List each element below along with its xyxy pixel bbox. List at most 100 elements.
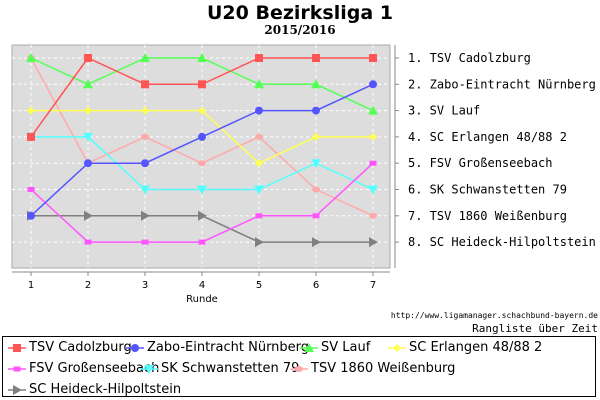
- data-point: [84, 54, 92, 62]
- x-tick-label: 6: [313, 280, 319, 291]
- legend-marker-icon: [388, 343, 406, 352]
- ranking-label: 7. TSV 1860 Weißenburg: [408, 209, 567, 223]
- data-point: [198, 106, 206, 115]
- data-point: [84, 106, 92, 115]
- ranking-label: 1. TSV Cadolzburg: [408, 51, 531, 65]
- data-point: [312, 132, 320, 141]
- data-point: [27, 211, 35, 220]
- chart-caption: Rangliste über Zeit: [472, 322, 598, 335]
- legend-item: SC Heideck-Hilpoltstein: [8, 382, 181, 397]
- legend-marker: [295, 365, 303, 372]
- ranking-label: 2. Zabo-Eintracht Nürnberg: [408, 77, 596, 91]
- data-point: [312, 186, 320, 193]
- data-point: [198, 80, 206, 89]
- data-point: [84, 210, 93, 221]
- data-point: [369, 160, 377, 166]
- legend-label: FSV Großenseebach: [29, 361, 160, 376]
- chart: 1 2 3 4 5 6 7 Runde 1. TSV Cadolzburg 2. Zabo-Ein…: [11, 44, 596, 305]
- chart-subtitle: 2015/2016: [264, 23, 336, 37]
- legend-label: SV Lauf: [321, 340, 371, 355]
- x-tick-label: 1: [28, 280, 34, 291]
- legend-item: Zabo-Eintracht Nürnberg: [126, 340, 309, 355]
- data-point: [197, 53, 207, 62]
- legend-item: SK Schwanstetten 79: [140, 361, 299, 376]
- legend-marker: [13, 384, 22, 395]
- x-tick-label: 5: [256, 280, 262, 291]
- data-point: [141, 210, 150, 221]
- data-point: [254, 79, 264, 89]
- x-tick-label: 4: [199, 280, 205, 291]
- x-tick-label: 3: [142, 280, 148, 291]
- data-point: [255, 106, 263, 115]
- legend-marker-icon: [126, 343, 144, 352]
- legend-item: FSV Großenseebach: [8, 361, 159, 376]
- data-point: [26, 53, 36, 62]
- series-sv-lauf: [26, 53, 378, 115]
- data-point: [255, 159, 263, 168]
- data-point: [255, 133, 263, 140]
- data-point: [27, 132, 35, 141]
- data-point: [198, 160, 206, 167]
- data-point: [140, 53, 150, 62]
- legend-marker-icon: [300, 342, 318, 352]
- legend-label: Zabo-Eintracht Nürnberg: [147, 340, 310, 355]
- legend-item: SC Erlangen 48/88 2: [388, 340, 542, 355]
- legend-marker-icon: [8, 384, 26, 395]
- legend-marker: [393, 343, 401, 352]
- data-point: [27, 187, 35, 192]
- data-point: [255, 213, 263, 219]
- data-point: [198, 210, 207, 221]
- data-point: [369, 212, 377, 219]
- ranking-label: 8. SC Heideck-Hilpoltstein: [408, 235, 596, 249]
- data-point: [369, 237, 378, 248]
- data-point: [198, 132, 206, 141]
- legend-label: SC Heideck-Hilpoltstein: [29, 382, 182, 397]
- legend-label: SC Erlangen 48/88 2: [409, 340, 543, 355]
- x-axis-label: Runde: [186, 294, 218, 305]
- data-point: [197, 185, 207, 195]
- plot-area: [11, 44, 391, 269]
- data-point: [312, 213, 320, 219]
- legend-marker-icon: [8, 366, 26, 371]
- data-point: [311, 79, 321, 89]
- data-point: [141, 80, 149, 89]
- legend-item: TSV Cadolzburg: [8, 340, 132, 355]
- legend-item: TSV 1860 Weißenburg: [290, 361, 455, 376]
- data-point: [198, 239, 206, 245]
- data-point: [312, 54, 320, 62]
- data-point: [140, 185, 150, 195]
- data-point: [255, 237, 264, 248]
- data-point: [368, 105, 378, 115]
- legend-marker-icon: [8, 343, 26, 352]
- source-url: http://www.ligamanager.schachbund-bayern…: [390, 311, 598, 320]
- x-tick-label: 2: [85, 280, 91, 291]
- legend-marker-icon: [290, 365, 308, 372]
- ranking-label: 4. SC Erlangen 48/88 2: [408, 130, 567, 144]
- legend-marker: [144, 364, 154, 374]
- x-tick-label: 7: [370, 280, 376, 291]
- data-point: [83, 132, 93, 142]
- legend-label: SK Schwanstetten 79: [161, 361, 300, 376]
- data-point: [141, 239, 149, 245]
- data-point: [83, 79, 93, 89]
- data-point: [141, 133, 149, 140]
- legend-marker: [131, 343, 139, 352]
- series-zabo-eintracht-n-rnberg: [27, 80, 377, 220]
- data-point: [255, 54, 263, 62]
- legend-item: SV Lauf: [300, 340, 370, 355]
- data-point: [369, 54, 377, 62]
- ranking-label: 6. SK Schwanstetten 79: [408, 183, 567, 197]
- data-point: [27, 106, 35, 115]
- legend-marker: [13, 343, 21, 352]
- legend-marker: [304, 342, 314, 352]
- data-point: [369, 132, 377, 141]
- data-point: [369, 80, 377, 89]
- legend-label: TSV 1860 Weißenburg: [311, 361, 456, 376]
- chart-title: U20 Bezirksliga 1: [206, 2, 394, 24]
- data-point: [141, 106, 149, 115]
- ranking-label: 3. SV Lauf: [408, 104, 480, 118]
- series-fsv-gro-enseebach: [27, 160, 377, 245]
- legend-label: TSV Cadolzburg: [29, 340, 132, 355]
- data-point: [84, 239, 92, 245]
- legend-marker-icon: [140, 364, 158, 374]
